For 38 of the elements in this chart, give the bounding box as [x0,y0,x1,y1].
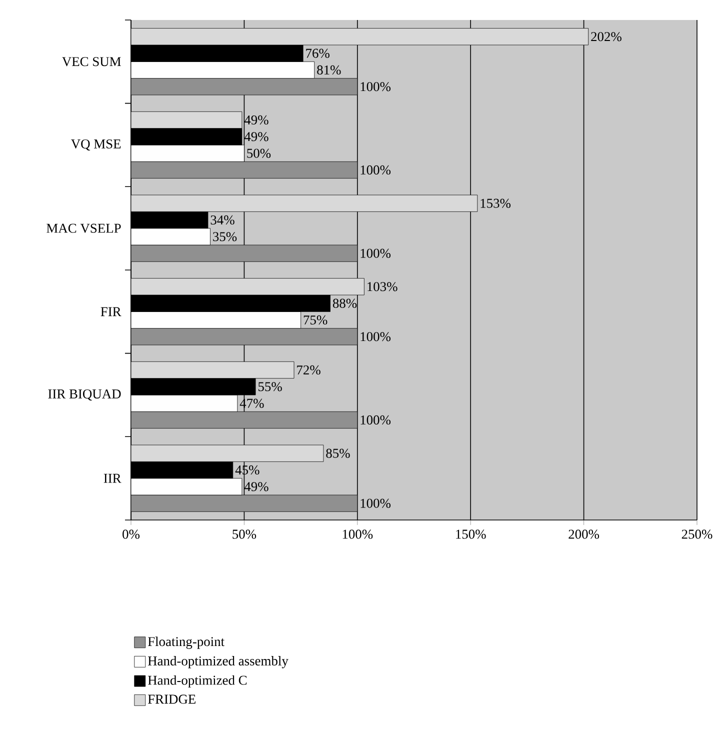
data-label: 49% [244,482,268,492]
data-label: 49% [244,115,268,125]
legend-label: Hand-optimized assembly [148,656,288,668]
x-tick-label: 250% [682,530,712,539]
y-tick-label: VQ MSE [71,139,121,151]
data-label: 72% [297,365,320,375]
data-label: 76% [306,48,330,58]
y-tick-label: VEC SUM [62,57,121,66]
data-label: 100% [360,415,391,425]
data-label: 153% [480,198,511,208]
data-label: 202% [591,32,622,42]
y-tick-label: IIR BIQUAD [48,389,121,401]
x-tick-label: 200% [568,530,600,539]
legend-label: Hand-optimized C [148,675,247,688]
legend-label: Floating-point [148,636,224,649]
y-tick-label: IIR [104,474,122,483]
x-tick-label: 100% [342,530,373,539]
x-tick-label: 50% [232,530,256,539]
data-label: 81% [317,65,341,75]
x-tick-label: 150% [456,530,486,539]
y-tick-label: MAC VSELP [46,224,121,233]
data-label: 100% [360,498,391,508]
data-label: 35% [213,232,237,242]
data-label: 49% [244,132,268,142]
data-label: 103% [368,282,398,292]
data-label: 100% [360,332,391,342]
legend-label: FRIDGE [148,694,196,704]
data-label: 100% [360,82,391,92]
data-label: 34% [210,215,234,225]
y-tick-label: FIR [100,307,122,316]
data-label: 100% [360,165,391,175]
data-label: 85% [326,448,350,458]
x-tick-label: 0% [122,530,140,539]
data-label: 100% [360,248,391,258]
data-label: 55% [258,382,282,392]
data-label: 88% [332,298,357,308]
data-label: 75% [304,315,328,325]
data-label: 50% [247,148,271,158]
